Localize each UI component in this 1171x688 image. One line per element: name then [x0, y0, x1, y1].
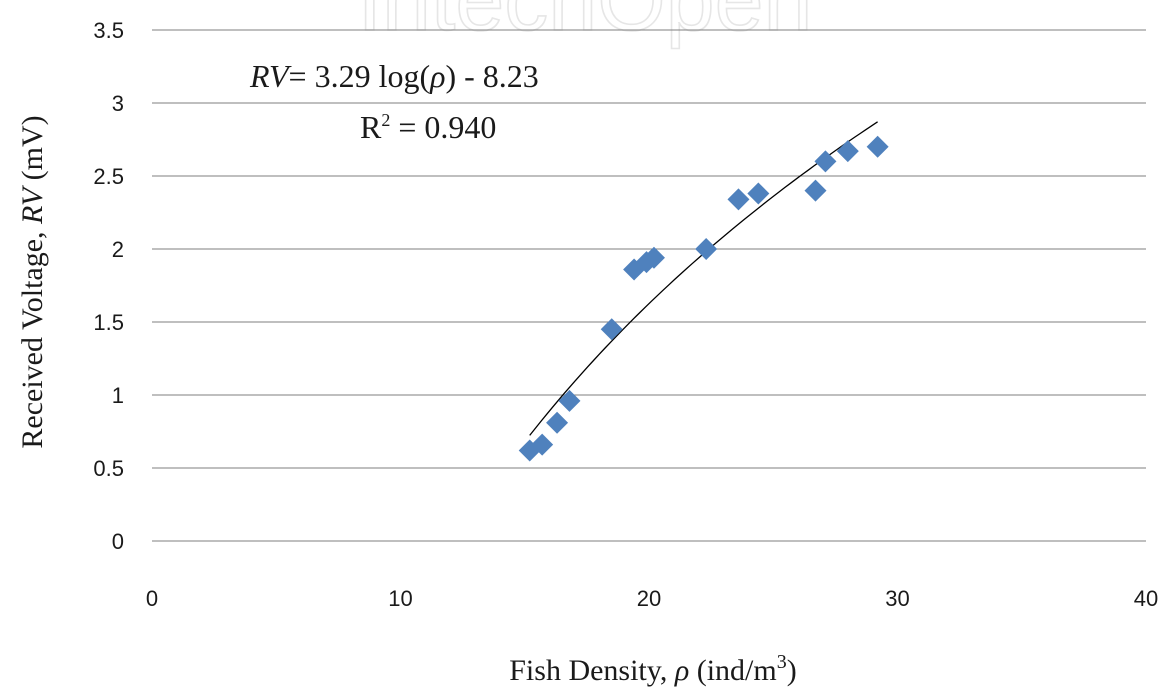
- grid-lines: [152, 29, 1146, 542]
- data-point-2: [546, 411, 569, 434]
- x-tick-label: 40: [1134, 586, 1158, 611]
- data-point-14: [866, 135, 889, 158]
- data-point-4: [600, 318, 623, 341]
- data-point-12: [814, 150, 837, 173]
- x-axis-title: Fish Density, ρ (ind/m3): [509, 651, 796, 687]
- data-point-1: [531, 433, 554, 456]
- y-tick-label: 1.5: [93, 310, 124, 335]
- data-point-9: [727, 188, 750, 211]
- data-points: [518, 135, 889, 462]
- y-tick-labels: 0 0.5 1 1.5 2 2.5 3 3.5: [93, 18, 124, 554]
- data-point-8: [695, 238, 718, 260]
- y-tick-label: 0: [112, 529, 124, 554]
- y-tick-label: 1: [112, 383, 124, 408]
- y-tick-label: 3: [112, 91, 124, 116]
- data-point-7: [642, 246, 665, 269]
- x-tick-label: 30: [885, 586, 909, 611]
- y-tick-label: 0.5: [93, 456, 124, 481]
- data-point-13: [836, 140, 859, 163]
- y-tick-label: 3.5: [93, 18, 124, 43]
- r-squared-label: R2 = 0.940: [360, 109, 496, 145]
- y-tick-label: 2.5: [93, 164, 124, 189]
- x-tick-labels: 0 10 20 30 40: [146, 586, 1158, 611]
- x-tick-label: 0: [146, 586, 158, 611]
- data-point-10: [747, 182, 770, 205]
- y-tick-label: 2: [112, 237, 124, 262]
- trendline-equation: RV= 3.29 log(ρ) - 8.23: [249, 58, 539, 94]
- watermark: IntechOpen: [358, 0, 813, 49]
- y-axis-title: Received Voltage, RV (mV): [16, 115, 49, 448]
- data-point-11: [804, 179, 827, 202]
- x-tick-label: 10: [388, 586, 412, 611]
- x-tick-label: 20: [637, 586, 661, 611]
- data-point-3: [558, 389, 581, 412]
